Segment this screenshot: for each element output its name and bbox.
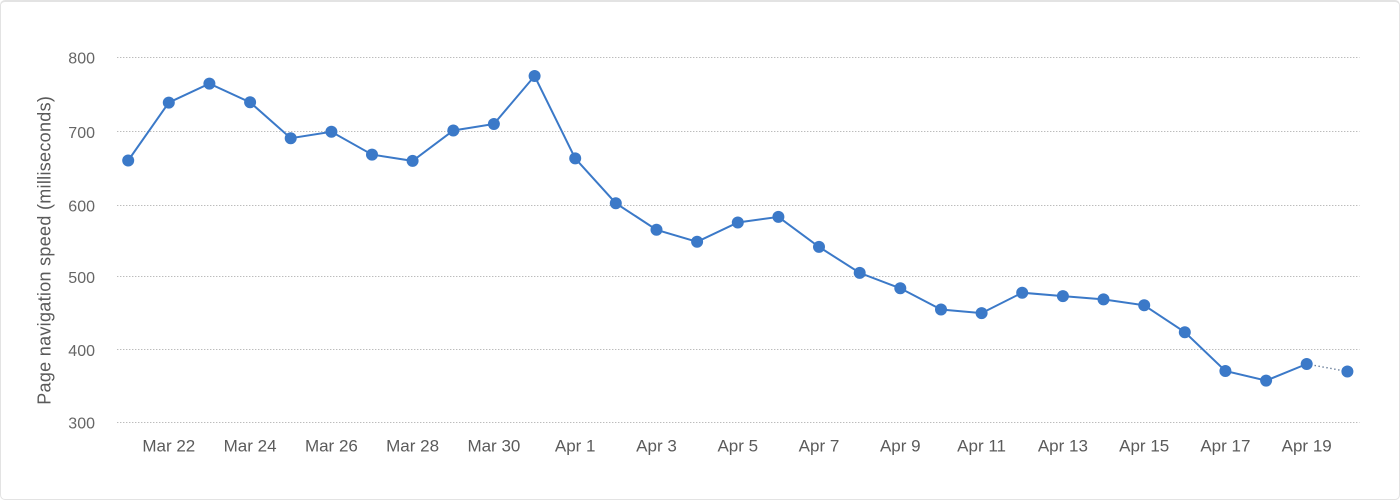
- svg-text:Apr 19: Apr 19: [1282, 437, 1332, 456]
- svg-text:Apr 1: Apr 1: [555, 437, 596, 456]
- svg-text:Mar 26: Mar 26: [305, 437, 358, 456]
- svg-text:600: 600: [68, 198, 95, 215]
- svg-text:500: 500: [68, 270, 95, 287]
- svg-text:Apr 9: Apr 9: [880, 437, 921, 456]
- svg-text:400: 400: [68, 343, 95, 360]
- svg-text:Mar 22: Mar 22: [142, 437, 195, 456]
- svg-text:700: 700: [68, 125, 95, 142]
- svg-text:Page navigation speed (millise: Page navigation speed (milliseconds): [35, 96, 55, 405]
- svg-text:Mar 28: Mar 28: [386, 437, 439, 456]
- svg-text:Apr 17: Apr 17: [1200, 437, 1250, 456]
- svg-text:Apr 3: Apr 3: [636, 437, 677, 456]
- svg-text:300: 300: [68, 416, 95, 433]
- svg-text:Apr 15: Apr 15: [1119, 437, 1169, 456]
- svg-text:Apr 7: Apr 7: [799, 437, 840, 456]
- svg-text:Apr 13: Apr 13: [1038, 437, 1088, 456]
- svg-text:Apr 11: Apr 11: [957, 437, 1006, 456]
- svg-text:Apr 5: Apr 5: [717, 437, 758, 456]
- svg-text:800: 800: [68, 51, 95, 68]
- svg-text:Mar 24: Mar 24: [224, 437, 277, 456]
- svg-text:Mar 30: Mar 30: [467, 437, 520, 456]
